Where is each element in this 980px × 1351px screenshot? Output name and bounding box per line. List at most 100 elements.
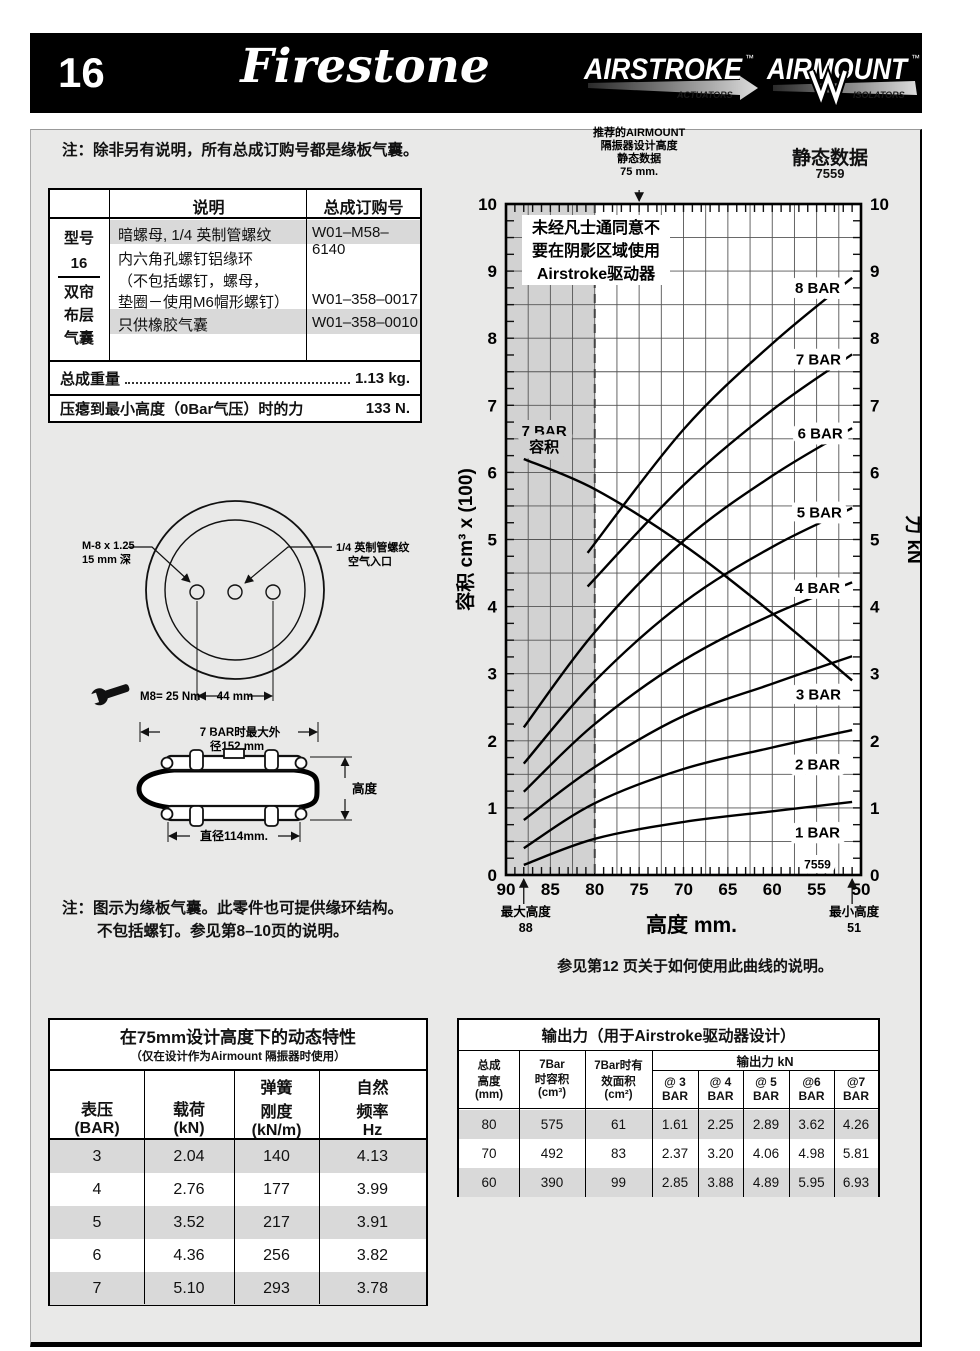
clamp-tab (189, 749, 204, 771)
clamp-tab (264, 749, 279, 771)
cell: 575 (540, 1117, 564, 1132)
airmount-logo: AIRMOUNT ™ ISOLATORS (766, 53, 920, 107)
height-limit-label: 51 (847, 921, 861, 935)
part-order-no: W01–M58–6140 (312, 224, 389, 258)
curve-label: 5 BAR (797, 505, 842, 522)
cell: 99 (610, 1175, 627, 1190)
cell: 4 (92, 1180, 102, 1198)
part-order-no: W01–358–0017 (312, 291, 418, 308)
header-natural-freq: 自然 频率 Hz (356, 1080, 389, 1139)
header-at-4bar: @ 4 BAR (707, 1075, 734, 1103)
divider (652, 1070, 878, 1071)
wrench-icon (87, 684, 130, 706)
x-tick: 65 (718, 880, 737, 899)
cell: 2.04 (173, 1147, 205, 1165)
bolt-thread-label: M-8 x 1.25 (82, 540, 135, 552)
x-tick: 50 (852, 880, 871, 899)
cell: 2.89 (752, 1117, 780, 1132)
weight-label: 总成重量 (60, 370, 121, 388)
cell: 177 (263, 1180, 290, 1198)
height-dim-label: 高度 (352, 781, 378, 796)
cell: 3.62 (798, 1117, 825, 1132)
curve-label: 3 BAR (796, 687, 841, 704)
table-divider (789, 1070, 790, 1197)
cell: 4.98 (798, 1146, 825, 1161)
y-tick-left: 0 (488, 866, 497, 885)
header-spring-rate: 弹簧 刚度 (kN/m) (251, 1080, 302, 1139)
x-tick: 70 (674, 880, 693, 899)
divider (50, 1069, 426, 1071)
dynamic-table-subtitle: （仅在设计作为Airmount 隔振器时使用） (130, 1051, 346, 1063)
cell: 140 (263, 1147, 290, 1165)
outer-circle (145, 500, 325, 680)
part-desc: 内六角孔螺钉铝缘环 (118, 251, 254, 268)
bead-roll (160, 756, 174, 770)
y-tick-right: 6 (870, 463, 879, 482)
airmount-zigzag-icon (809, 70, 847, 106)
y-tick-right: 3 (870, 665, 879, 684)
row-shading (50, 1272, 426, 1305)
table-divider (319, 1069, 320, 1304)
header-pressure: 表压 (BAR) (74, 1102, 120, 1137)
table-divider (834, 1070, 835, 1197)
curve-label: 6 BAR (798, 425, 843, 442)
y-tick-left: 3 (488, 665, 497, 684)
y-tick-left: 2 (488, 732, 497, 751)
y-tick-right: 4 (870, 598, 880, 617)
y-tick-left: 10 (478, 195, 497, 214)
curve-label: 1 BAR (795, 825, 840, 842)
airmount-band-icon (773, 81, 917, 95)
model-column: 型号 16 双帘 布层 气囊 (50, 219, 108, 360)
header-load: 载荷 (kN) (172, 1102, 205, 1137)
y-tick-left: 4 (488, 598, 498, 617)
part-desc: （不包括螺钉，螺母， (118, 273, 269, 290)
table-divider (585, 1050, 586, 1197)
curve-2-bar (523, 728, 853, 850)
y-tick-right: 1 (870, 799, 879, 818)
y-tick-left: 6 (488, 463, 497, 482)
table-divider (306, 190, 307, 360)
header-at-5bar: @ 5 BAR (753, 1075, 779, 1103)
max-od-dim: 7 BAR时最大外 (200, 725, 281, 739)
curve-label: 7 BAR (796, 352, 841, 369)
curve-label: 8 BAR (795, 280, 840, 297)
curve-4-bar (522, 581, 853, 793)
bolt-hole (265, 584, 281, 600)
diameter-dim: 直径114mm. (200, 828, 268, 843)
cell: 2.25 (707, 1117, 734, 1132)
y-tick-left: 9 (488, 262, 497, 281)
header-at-7bar: @7 BAR (843, 1075, 869, 1103)
divider (50, 1138, 426, 1140)
divider (459, 1050, 878, 1051)
cell: 80 (481, 1117, 497, 1132)
bottom-bead-plate (164, 804, 304, 822)
cell: 217 (263, 1213, 290, 1231)
curve-7-bar-容积 (523, 457, 853, 682)
warning-text: 未经凡士通同意不 (531, 218, 660, 237)
cell: 3.91 (356, 1213, 389, 1231)
page-number: 16 (58, 49, 105, 96)
bolt-hole (189, 584, 205, 600)
y-tick-right: 2 (870, 732, 879, 751)
header-at-3bar: @ 3 BAR (662, 1075, 688, 1103)
row-shading (110, 220, 420, 244)
x-tick: 85 (541, 880, 560, 899)
part-desc: 暗螺母, 1/4 英制管螺纹 (118, 227, 272, 244)
cell: 492 (540, 1146, 564, 1161)
y-tick-right: 5 (870, 531, 879, 550)
curve-8-bar (586, 276, 853, 554)
cell: 3.78 (356, 1279, 389, 1297)
output-force-table: 输出力（用于Airstroke驱动器设计） 输出力 kN 总成 高度 (mm) 7B… (457, 1018, 880, 1197)
header-bar: 16 Firestone AIRSTROKE ™ ACTUATORS AIRMO… (30, 33, 922, 113)
y-tick-right: 0 (870, 866, 879, 885)
top-note: 注：除非另有说明，所有总成订购号都是缘板气囊。 (62, 142, 419, 159)
row-shading (459, 1110, 878, 1139)
y-tick-left: 1 (488, 799, 497, 818)
cell: 6 (92, 1246, 102, 1264)
air-fitting (223, 748, 245, 759)
static-data-title: 静态数据 (791, 148, 868, 169)
header-at-6bar: @6 BAR (798, 1075, 825, 1103)
bead-roll (294, 756, 308, 770)
part-order-no: W01–358–0010 (312, 314, 418, 331)
